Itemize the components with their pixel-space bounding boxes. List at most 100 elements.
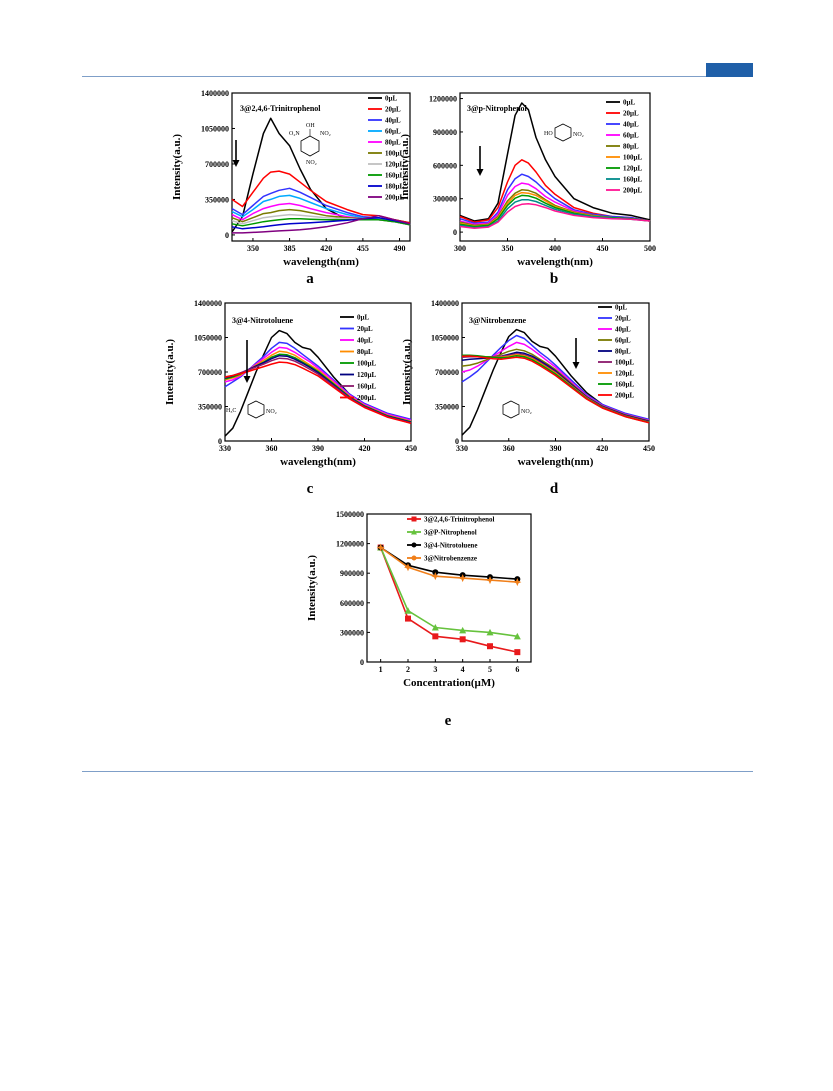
legend-label: 3@4-Nitrotoluene — [424, 542, 477, 550]
svg-text:NO₂: NO₂ — [320, 131, 331, 137]
legend-label: 120µL — [623, 165, 643, 173]
x-tick-label: 2 — [406, 665, 410, 674]
x-tick-label: 360 — [503, 444, 515, 453]
legend-label: 160µL — [385, 172, 405, 180]
chart-title: 3@4-Nitrotoluene — [232, 316, 294, 325]
legend-label: 80µL — [615, 348, 631, 356]
chart-a-svg: OH O₂N NO₂ NO₂ 350 385 420 455 490 0 350000 700… — [171, 89, 411, 268]
series-line — [231, 217, 411, 227]
svg-text:NO₂: NO₂ — [306, 160, 317, 166]
legend-label: 20µL — [615, 315, 631, 323]
x-axis-title: wavelength(nm) — [518, 456, 594, 468]
series-line — [459, 102, 651, 222]
legend-label: 160µL — [615, 381, 635, 389]
data-point — [513, 632, 521, 640]
legend-label: 40µL — [385, 117, 401, 125]
series-line — [379, 547, 518, 653]
chart-title: 3@Nitrobenzene — [469, 316, 527, 325]
legend-label: 120µL — [615, 370, 635, 378]
legend-label: 0µL — [385, 95, 398, 103]
chart-e-svg: 1 2 3 4 5 6 0 300000 600000 900000 1200000 1500000 C… — [306, 510, 532, 689]
chart-c-svg: H₃C NO₂ 330 360 390 420 450 0 350000 700000 1050… — [164, 299, 417, 468]
x-tick-label: 330 — [219, 444, 231, 453]
header-rule — [82, 76, 753, 77]
data-point — [486, 628, 494, 636]
y-axis-title: Intensity(a.u.) — [399, 134, 411, 200]
legend-label: 120µL — [357, 371, 377, 379]
legend-label: 0µL — [615, 304, 628, 312]
structure-trinitrophenol: OH O₂N NO₂ NO₂ — [289, 123, 331, 166]
svg-text:NO₂: NO₂ — [573, 132, 584, 138]
chart-panel-d: NO₂ 330 360 390 420 450 0 350000 700000 1050000 1… — [401, 298, 663, 478]
y-axis-title: Intensity(a.u.) — [401, 339, 413, 405]
x-tick-label: 5 — [488, 665, 492, 674]
data-point — [458, 574, 467, 583]
x-tick-label: 350 — [502, 244, 514, 253]
y-tick-label: 700000 — [198, 368, 222, 377]
legend-label: 100µL — [623, 154, 643, 162]
y-axis-title: Intensity(a.u.) — [306, 555, 318, 621]
series-line — [232, 214, 411, 234]
arrow-head — [232, 160, 240, 167]
series-line — [380, 546, 518, 583]
svg-text:NO₂: NO₂ — [266, 409, 277, 415]
x-tick-label: 450 — [405, 444, 417, 453]
y-tick-label: 1200000 — [336, 540, 364, 549]
x-axis-title: Concentration(µM) — [403, 677, 495, 689]
data-point — [405, 615, 411, 622]
x-axis-title: wavelength(nm) — [280, 456, 356, 468]
x-tick-label: 450 — [597, 244, 609, 253]
x-tick-label: 390 — [550, 444, 562, 453]
series-line — [459, 159, 651, 223]
series-line — [461, 334, 650, 421]
legend-label: 200µL — [385, 194, 405, 202]
panel-label-c: c — [306, 481, 314, 497]
legend-marker — [411, 542, 417, 548]
data-point — [376, 543, 385, 552]
legend-label: 120µL — [385, 161, 405, 169]
y-tick-label: 1400000 — [431, 299, 459, 308]
legend-label: 200µL — [357, 394, 377, 402]
chart-title: 3@p-Nitrophenol — [467, 104, 528, 113]
y-tick-label: 1400000 — [194, 299, 222, 308]
legend-label: 3@2,4,6-Trinitrophenol — [424, 516, 494, 524]
x-tick-label: 3 — [433, 665, 437, 674]
footer-rule — [82, 771, 753, 772]
svg-text:OH: OH — [306, 123, 315, 129]
legend-label: 100µL — [615, 359, 635, 367]
panel-label-e: e — [444, 713, 452, 729]
data-point — [432, 633, 439, 640]
x-tick-label: 450 — [643, 444, 655, 453]
svg-text:NO₂: NO₂ — [521, 409, 532, 415]
y-axis-title: Intensity(a.u.) — [171, 134, 183, 200]
arrow-head — [476, 169, 484, 176]
legend-label: 60µL — [615, 337, 631, 345]
y-tick-label: 1200000 — [429, 95, 457, 104]
legend-label: 0µL — [623, 99, 636, 107]
chart-panel-b: HO NO₂ 300 350 400 450 500 0 300000 600000 90000… — [399, 88, 663, 268]
legend-label: 60µL — [623, 132, 639, 140]
x-tick-label: 385 — [284, 244, 296, 253]
x-axis-title: wavelength(nm) — [517, 256, 593, 268]
legend-marker — [411, 555, 417, 561]
legend-label: 80µL — [623, 143, 639, 151]
chart-b-svg: HO NO₂ 300 350 400 450 500 0 300000 600000 90000… — [399, 92, 656, 268]
y-tick-label: 1050000 — [194, 334, 222, 343]
y-tick-label: 900000 — [340, 569, 364, 578]
legend-label: 80µL — [357, 348, 373, 356]
data-point — [459, 626, 467, 634]
y-tick-label: 700000 — [205, 160, 229, 169]
x-tick-label: 6 — [515, 665, 519, 674]
x-tick-label: 455 — [357, 244, 369, 253]
y-tick-label: 350000 — [198, 403, 222, 412]
series-line — [459, 202, 651, 229]
legend-marker — [411, 516, 417, 522]
y-tick-label: 600000 — [340, 599, 364, 608]
legend-label: 80µL — [385, 139, 401, 147]
chart-panel-c: H₃C NO₂ 330 360 390 420 450 0 350000 700000 1050… — [164, 298, 420, 478]
data-point — [513, 578, 522, 587]
structure-p-nitrophenol: HO NO₂ — [544, 123, 584, 142]
x-tick-label: 420 — [596, 444, 608, 453]
y-tick-label: 900000 — [433, 128, 457, 137]
series-line — [380, 546, 518, 580]
